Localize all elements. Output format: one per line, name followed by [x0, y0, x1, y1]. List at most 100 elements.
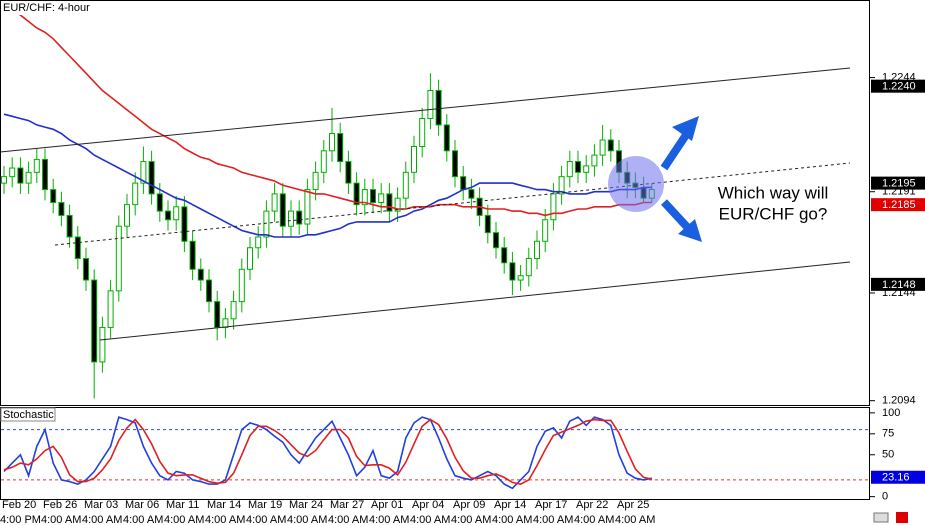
candle-body	[558, 176, 565, 195]
candle-body	[296, 210, 303, 225]
candle-body	[304, 189, 311, 225]
candle-body	[501, 247, 508, 264]
candle-body	[443, 124, 450, 152]
arrow-up	[660, 116, 699, 171]
price-tag	[871, 79, 925, 93]
x-tick-label: 4:00 PM	[0, 514, 41, 525]
x-tick-label: 4:00 AM	[410, 514, 450, 525]
y-tick-label: 50	[882, 449, 894, 461]
candle-body	[361, 189, 368, 206]
x-tick-label: Apr 14	[494, 499, 526, 511]
candle-body	[460, 176, 467, 191]
x-tick-label: Apr 01	[371, 499, 403, 511]
candle-body	[394, 197, 401, 212]
candle-body	[83, 258, 89, 281]
price-tag-label: 1.2185	[882, 199, 916, 211]
candle-body	[312, 171, 319, 191]
candle-body	[435, 89, 442, 126]
candle-body	[517, 275, 524, 281]
candle-body	[9, 167, 16, 178]
candle-body	[222, 318, 229, 328]
scroll-icon[interactable]	[873, 512, 889, 523]
candle-body	[91, 279, 98, 363]
annotation: EUR/CHF go?	[719, 204, 828, 223]
y-tick-label: 1.2094	[882, 395, 916, 407]
x-tick-label: Mar 24	[289, 499, 323, 511]
x-tick-label: 4:00 AM	[451, 514, 491, 525]
candle-body	[214, 301, 221, 328]
x-tick-label: 4:00 AM	[287, 514, 327, 525]
candle-body	[534, 240, 540, 260]
x-tick-label: Mar 14	[207, 499, 241, 511]
x-tick-label: 4:00 AM	[615, 514, 655, 525]
axis-layer: 1.22441.21911.21441.20941.22401.21951.21…	[0, 71, 925, 525]
candle-body	[132, 182, 139, 206]
price-tag	[871, 277, 925, 291]
candle-body	[525, 258, 532, 277]
candle-body	[599, 139, 606, 156]
candle-body	[197, 268, 204, 281]
candle-body	[173, 206, 180, 221]
x-tick-label: Apr 09	[453, 499, 485, 511]
candle-body	[575, 161, 581, 173]
candle-body	[337, 133, 344, 163]
candle-body	[353, 182, 360, 206]
candle-body	[42, 158, 48, 191]
candle-body	[50, 189, 57, 203]
candle-body	[607, 139, 614, 152]
candle-body	[550, 193, 557, 221]
candle-body	[468, 189, 475, 199]
y-tick-label: 0	[882, 491, 888, 503]
candle-body	[271, 193, 278, 212]
highlight-circle	[608, 156, 664, 212]
candle-body	[99, 326, 106, 363]
x-tick-label: Mar 27	[330, 499, 364, 511]
candle-body	[320, 150, 327, 173]
chart-title: EUR/CHF: 4-hour	[3, 2, 90, 14]
channel-lower	[99, 261, 851, 341]
candle-body	[591, 154, 598, 167]
candle-body	[140, 161, 147, 184]
x-tick-label: Mar 03	[84, 499, 118, 511]
x-tick-label: 4:00 AM	[205, 514, 245, 525]
candle-body	[58, 202, 65, 216]
x-tick-label: 4:00 AM	[164, 514, 204, 525]
candle-body	[230, 301, 237, 320]
y-tick-label: 100	[882, 407, 900, 419]
x-tick-label: Mar 19	[248, 499, 282, 511]
candle-body	[288, 210, 294, 227]
plot-layer	[1, 3, 869, 490]
x-tick-label: 4:00 AM	[369, 514, 409, 525]
channel-middle	[54, 162, 851, 246]
x-tick-label: 4:00 AM	[533, 514, 573, 525]
y-tick-label: 75	[882, 428, 894, 440]
x-tick-label: Apr 04	[412, 499, 444, 511]
candle-body	[33, 158, 40, 173]
candle-body	[263, 210, 270, 238]
candle-body	[279, 193, 286, 227]
shift-icon[interactable]	[896, 512, 908, 523]
candle-body	[156, 193, 163, 212]
price-tag	[871, 470, 925, 484]
candle-body	[427, 89, 434, 119]
candle-body	[484, 214, 491, 234]
candle-body	[115, 225, 122, 292]
candle-body	[386, 193, 393, 212]
x-tick-label: Mar 11	[166, 499, 199, 511]
price-tag-label: 1.2195	[882, 178, 916, 190]
candle-body	[583, 165, 590, 173]
x-tick-label: 4:00 AM	[41, 514, 81, 525]
line-series	[3, 416, 652, 490]
candle-body	[452, 150, 458, 178]
x-tick-label: Feb 26	[43, 499, 77, 511]
candle-body	[148, 161, 155, 195]
candle-body	[402, 171, 409, 199]
x-tick-label: Feb 20	[2, 499, 36, 511]
x-tick-label: 4:00 AM	[123, 514, 163, 525]
candle-body	[566, 161, 573, 178]
x-tick-label: Mar 06	[125, 499, 159, 511]
candle-body	[419, 117, 426, 147]
candle-body	[238, 268, 245, 303]
